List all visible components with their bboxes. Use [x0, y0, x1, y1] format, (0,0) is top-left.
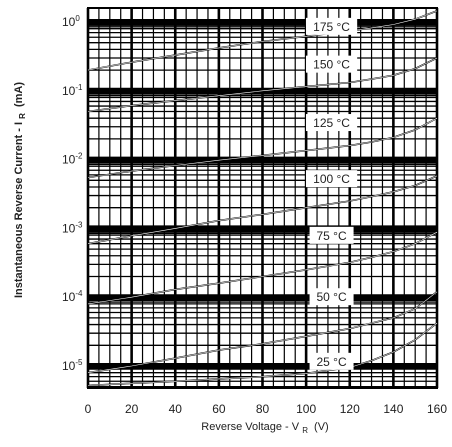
series-label-box-0	[305, 17, 358, 35]
series-label-box-2	[305, 114, 358, 132]
x-tick-label: 80	[256, 402, 270, 416]
y-tick-label: 10-5	[62, 358, 83, 373]
series-label-box-6	[309, 352, 354, 370]
x-tick-label: 0	[85, 402, 92, 416]
series-label-3: 100 °C	[313, 172, 350, 186]
series-line-highlight-5	[87, 291, 438, 373]
series-line-highlight-6	[87, 322, 438, 386]
y-axis-title-text: Instantaneous Reverse Current - I	[13, 122, 25, 298]
series-label-6: 25 °C	[316, 355, 346, 369]
grid	[86, 7, 439, 389]
y-tick-label: 10-4	[62, 289, 83, 304]
series-label-box-5	[309, 288, 354, 306]
series-label-box-4	[309, 226, 354, 244]
x-tick-label: 100	[296, 402, 316, 416]
series-curves	[87, 10, 438, 387]
series-label-1: 150 °C	[313, 58, 350, 72]
y-axis-title-subscript: R	[18, 113, 27, 119]
x-tick-label: 140	[383, 402, 403, 416]
y-tick-label: 10-2	[62, 152, 83, 167]
series-line-highlight-3	[87, 175, 438, 244]
y-axis-title-unit: (mA)	[13, 82, 25, 107]
x-tick-label: 120	[340, 402, 360, 416]
series-label-0: 175 °C	[313, 20, 350, 34]
x-axis-title: Reverse Voltage - V R (V)	[201, 421, 328, 436]
series-label-4: 75 °C	[316, 229, 346, 243]
series-line-highlight-0	[87, 10, 438, 71]
series-label-box-1	[305, 55, 358, 73]
y-tick-label: 10-3	[62, 220, 83, 235]
series-labels: 175 °C 150 °C 125 °C 100 °C 75 °C 50 °C 25 °C	[305, 17, 358, 370]
y-tick-label: 10-1	[62, 83, 83, 98]
x-tick-label: 20	[125, 402, 139, 416]
x-axis-title-subscript: R	[302, 426, 308, 435]
x-axis-title-unit: (V)	[314, 421, 329, 433]
x-tick-label: 40	[169, 402, 183, 416]
series-line-highlight-2	[87, 117, 438, 178]
series-line-highlight-4	[87, 231, 438, 305]
y-axis-title: Instantaneous Reverse Current - I R (mA)	[13, 82, 28, 298]
series-label-2: 125 °C	[313, 116, 350, 130]
x-tick-label: 160	[427, 402, 447, 416]
y-tick-label: 100	[62, 14, 80, 29]
series-label-5: 50 °C	[316, 290, 346, 304]
x-axis-title-text: Reverse Voltage - V	[201, 421, 299, 433]
series-label-box-3	[305, 170, 358, 188]
x-tick-label: 60	[212, 402, 226, 416]
series-line-highlight-1	[87, 57, 438, 112]
tick-labels: 0 20 40 60 80 100 120 140 160 100 10-1 10-2 10-3 10-4…	[62, 14, 447, 416]
